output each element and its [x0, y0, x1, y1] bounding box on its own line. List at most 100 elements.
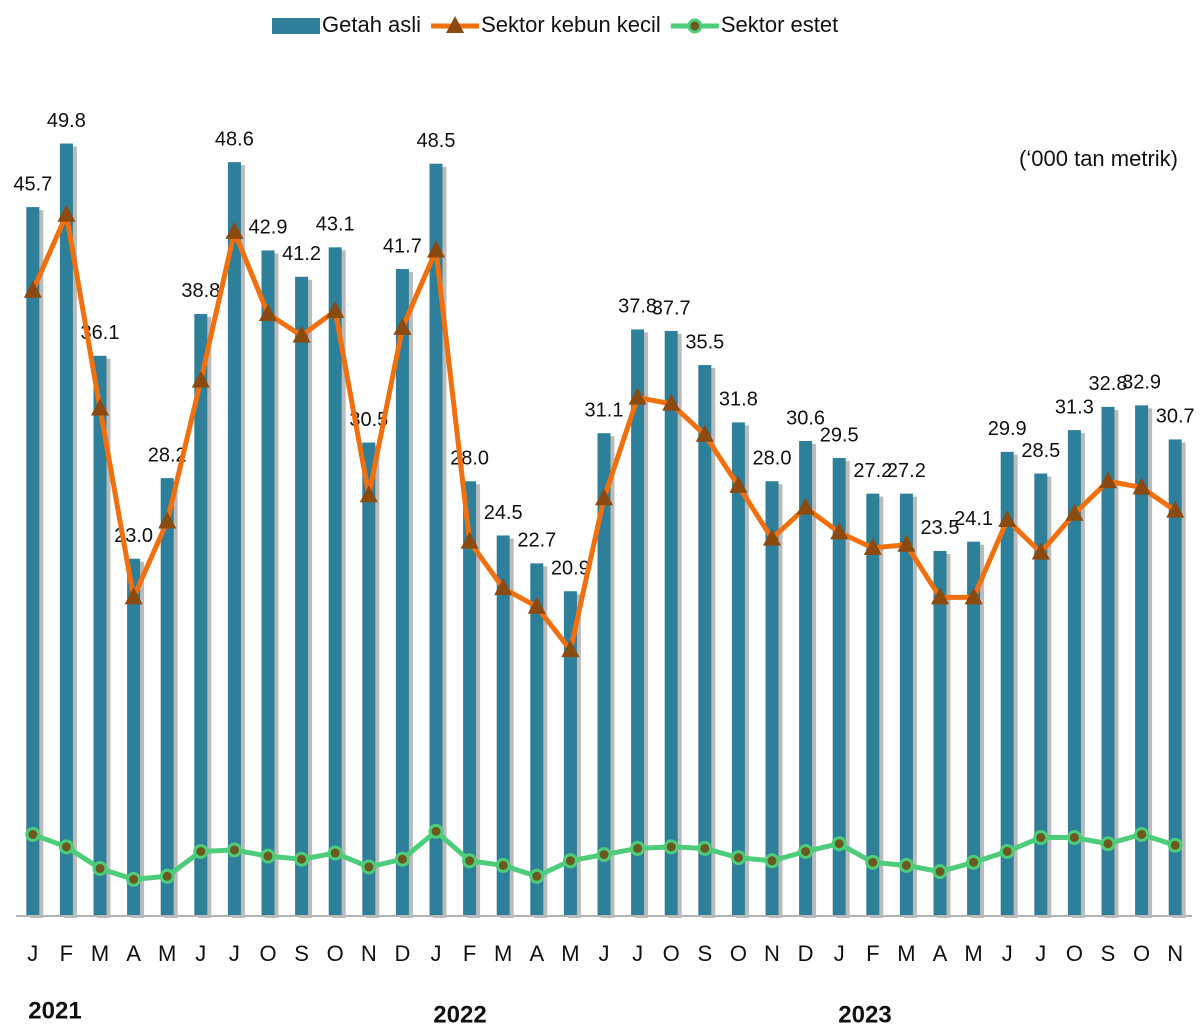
marker [57, 204, 76, 222]
bar [194, 313, 208, 915]
marker [361, 859, 377, 875]
marker [1134, 826, 1150, 842]
bar [530, 563, 544, 915]
marker [931, 587, 949, 605]
legend-marker [687, 18, 703, 34]
data-label: 29.5 [820, 424, 859, 446]
data-label: 35.5 [685, 331, 724, 353]
marker [999, 843, 1015, 859]
marker [393, 317, 412, 335]
x-tick-label: N [361, 941, 377, 966]
x-tick-label: S [1101, 941, 1116, 966]
x-tick-label: M [561, 941, 579, 966]
data-label: 27.2 [853, 460, 892, 482]
x-tick-label: A [126, 941, 141, 966]
data-label: 31.8 [719, 389, 758, 411]
data-label: 48.6 [215, 128, 254, 150]
data-label: 24.1 [954, 508, 993, 530]
marker [663, 839, 679, 855]
year-label: 2021 [28, 997, 81, 1024]
data-label: 29.9 [988, 418, 1027, 440]
data-label: 41.2 [282, 243, 321, 265]
marker [191, 370, 210, 388]
marker [158, 511, 177, 529]
x-tick-label: D [394, 941, 410, 966]
marker [796, 497, 815, 515]
bar [1135, 405, 1149, 915]
data-label: 28.2 [148, 444, 187, 466]
data-label: 22.7 [517, 530, 556, 552]
marker [1167, 837, 1183, 853]
marker [697, 840, 713, 856]
marker [1166, 500, 1185, 518]
bar [832, 458, 846, 915]
bar [328, 247, 342, 916]
marker [25, 826, 41, 842]
marker [764, 853, 780, 869]
marker [562, 853, 578, 869]
data-label: 38.8 [181, 280, 220, 302]
marker [428, 823, 444, 839]
bar [866, 493, 880, 915]
marker [527, 596, 546, 614]
bar [1000, 451, 1014, 915]
bar [731, 422, 745, 915]
bar [295, 276, 309, 915]
data-label: 30.6 [786, 407, 825, 429]
marker [763, 528, 781, 546]
marker [831, 836, 847, 852]
x-tick-label: S [697, 941, 712, 966]
marker [91, 398, 109, 416]
marker [695, 424, 714, 442]
data-label: 20.9 [551, 558, 590, 580]
bar [1168, 439, 1182, 915]
marker [998, 509, 1017, 527]
x-tick-label: O [1066, 941, 1083, 966]
marker [460, 531, 479, 549]
marker [462, 853, 478, 869]
marker [630, 840, 646, 856]
data-label: 24.5 [484, 502, 523, 524]
marker [964, 587, 983, 605]
x-tick-label: M [897, 941, 915, 966]
marker [830, 522, 849, 540]
data-label: 37.7 [652, 297, 691, 319]
marker [23, 280, 42, 298]
x-tick-label: J [632, 941, 643, 966]
bar [160, 478, 174, 915]
data-label: 48.5 [417, 130, 456, 152]
marker [427, 240, 445, 258]
x-tick-label: J [27, 941, 38, 966]
x-tick-label: J [195, 941, 206, 966]
bar [463, 481, 477, 915]
x-tick-label: O [663, 941, 680, 966]
bar [496, 535, 510, 915]
data-label: 31.3 [1055, 396, 1094, 418]
data-label: 30.7 [1156, 406, 1195, 428]
bar [362, 442, 376, 915]
bar [429, 163, 443, 915]
marker [260, 848, 276, 864]
marker [225, 221, 244, 239]
marker [561, 640, 580, 658]
data-label: 31.1 [585, 400, 624, 422]
marker [124, 587, 143, 605]
bar [899, 493, 913, 915]
marker [193, 843, 209, 859]
marker [92, 861, 108, 877]
marker [1066, 830, 1082, 846]
x-tick-label: F [866, 941, 879, 966]
x-tick-label: M [494, 941, 512, 966]
x-tick-label: O [259, 941, 276, 966]
bar [698, 365, 712, 915]
marker [1099, 471, 1117, 489]
bar [93, 355, 107, 915]
bar [26, 207, 40, 916]
marker [394, 851, 410, 867]
marker [628, 387, 647, 405]
x-tick-label: J [834, 941, 845, 966]
bar [227, 162, 241, 915]
bar [1034, 473, 1048, 915]
year-label: 2023 [838, 1001, 891, 1028]
marker [798, 843, 814, 859]
